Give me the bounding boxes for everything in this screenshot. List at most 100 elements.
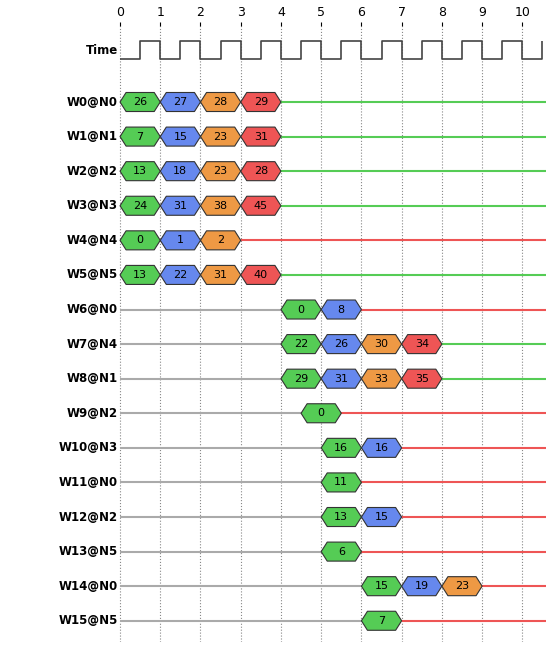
Polygon shape [301, 404, 341, 422]
Text: 23: 23 [214, 132, 227, 142]
Text: 24: 24 [133, 201, 147, 211]
Text: 7: 7 [136, 132, 144, 142]
Text: 34: 34 [415, 339, 429, 349]
Polygon shape [321, 507, 362, 527]
Polygon shape [160, 127, 200, 146]
Text: 23: 23 [455, 581, 469, 591]
Polygon shape [321, 438, 362, 457]
Polygon shape [120, 93, 160, 111]
Text: W3@N3: W3@N3 [67, 199, 118, 213]
Text: 19: 19 [415, 581, 429, 591]
Text: 28: 28 [254, 166, 268, 176]
Text: W2@N2: W2@N2 [67, 165, 118, 178]
Polygon shape [200, 161, 241, 181]
Polygon shape [160, 161, 200, 181]
Text: W14@N0: W14@N0 [59, 580, 118, 593]
Polygon shape [321, 473, 362, 492]
Text: 31: 31 [214, 270, 227, 280]
Text: 26: 26 [133, 97, 147, 107]
Text: 6: 6 [338, 547, 345, 557]
Text: 29: 29 [254, 97, 268, 107]
Polygon shape [200, 93, 241, 111]
Text: W12@N2: W12@N2 [59, 511, 118, 524]
Text: 0: 0 [318, 408, 325, 418]
Polygon shape [321, 334, 362, 354]
Polygon shape [321, 300, 362, 319]
Text: W6@N0: W6@N0 [67, 303, 118, 316]
Text: W8@N1: W8@N1 [67, 372, 118, 385]
Text: 0: 0 [298, 305, 305, 314]
Polygon shape [362, 577, 402, 596]
Polygon shape [241, 93, 281, 111]
Text: 31: 31 [254, 132, 268, 142]
Polygon shape [160, 266, 200, 284]
Text: 31: 31 [173, 201, 187, 211]
Polygon shape [241, 266, 281, 284]
Polygon shape [362, 611, 402, 631]
Polygon shape [241, 161, 281, 181]
Text: W4@N4: W4@N4 [67, 234, 118, 247]
Text: 45: 45 [254, 201, 268, 211]
Polygon shape [442, 577, 482, 596]
Polygon shape [160, 196, 200, 215]
Text: W10@N3: W10@N3 [59, 441, 118, 454]
Text: 22: 22 [294, 339, 308, 349]
Text: W15@N5: W15@N5 [59, 614, 118, 627]
Polygon shape [362, 369, 402, 388]
Polygon shape [200, 231, 241, 250]
Polygon shape [120, 196, 160, 215]
Text: 13: 13 [133, 166, 147, 176]
Text: 11: 11 [335, 478, 348, 487]
Text: W11@N0: W11@N0 [59, 476, 118, 489]
Text: 40: 40 [254, 270, 268, 280]
Text: 15: 15 [375, 581, 389, 591]
Text: 15: 15 [375, 512, 389, 522]
Text: 29: 29 [294, 374, 308, 384]
Polygon shape [402, 577, 442, 596]
Text: 18: 18 [173, 166, 188, 176]
Text: 26: 26 [335, 339, 348, 349]
Text: 15: 15 [173, 132, 187, 142]
Text: W7@N4: W7@N4 [67, 338, 118, 351]
Text: 35: 35 [415, 374, 429, 384]
Polygon shape [321, 369, 362, 388]
Text: 30: 30 [375, 339, 389, 349]
Text: 8: 8 [338, 305, 345, 314]
Polygon shape [120, 161, 160, 181]
Polygon shape [160, 231, 200, 250]
Text: Time: Time [86, 43, 118, 56]
Polygon shape [362, 334, 402, 354]
Polygon shape [241, 196, 281, 215]
Polygon shape [200, 196, 241, 215]
Text: 16: 16 [335, 443, 348, 453]
Text: 33: 33 [375, 374, 389, 384]
Text: 7: 7 [378, 616, 385, 626]
Text: 13: 13 [133, 270, 147, 280]
Polygon shape [321, 542, 362, 561]
Polygon shape [200, 266, 241, 284]
Text: 31: 31 [335, 374, 348, 384]
Polygon shape [120, 266, 160, 284]
Text: 23: 23 [214, 166, 227, 176]
Text: 38: 38 [214, 201, 227, 211]
Text: 13: 13 [335, 512, 348, 522]
Polygon shape [402, 369, 442, 388]
Text: W1@N1: W1@N1 [67, 130, 118, 143]
Polygon shape [160, 93, 200, 111]
Polygon shape [120, 127, 160, 146]
Text: W13@N5: W13@N5 [59, 545, 118, 558]
Text: W9@N2: W9@N2 [67, 407, 118, 420]
Text: W5@N5: W5@N5 [67, 268, 118, 281]
Polygon shape [281, 300, 321, 319]
Text: 27: 27 [173, 97, 188, 107]
Text: 16: 16 [375, 443, 389, 453]
Polygon shape [200, 127, 241, 146]
Polygon shape [362, 507, 402, 527]
Text: W0@N0: W0@N0 [67, 95, 118, 108]
Polygon shape [241, 127, 281, 146]
Text: 22: 22 [173, 270, 188, 280]
Polygon shape [120, 231, 160, 250]
Text: 1: 1 [177, 235, 184, 246]
Polygon shape [362, 438, 402, 457]
Text: 28: 28 [214, 97, 228, 107]
